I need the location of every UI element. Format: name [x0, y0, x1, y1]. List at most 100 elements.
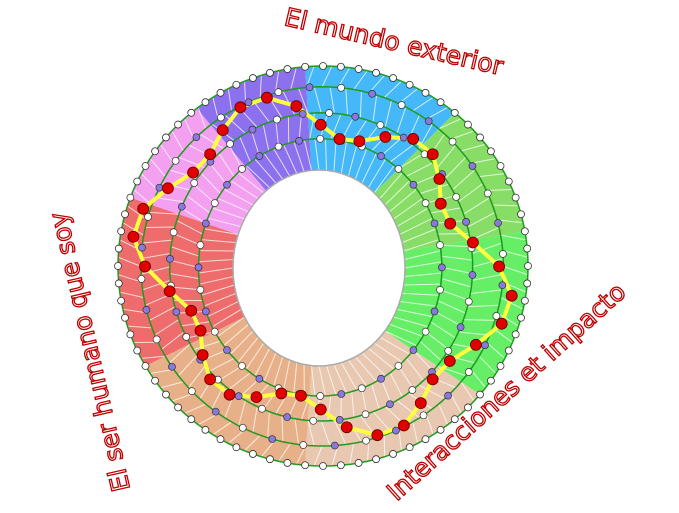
- mesh-line: [181, 207, 207, 224]
- outer-node: [248, 450, 257, 458]
- mesh-line: [263, 352, 277, 382]
- mesh-line: [228, 144, 243, 170]
- mesh-line: [228, 372, 251, 390]
- inner-node: [273, 115, 281, 124]
- outer-node: [496, 162, 505, 170]
- outer-node: [436, 98, 445, 107]
- mesh-line: [486, 341, 506, 359]
- mesh-line: [159, 143, 175, 164]
- mesh-line: [470, 369, 487, 389]
- mesh-line: [402, 292, 440, 296]
- outer-node: [354, 65, 363, 73]
- outer-node: [283, 459, 292, 467]
- outer-node: [487, 147, 495, 156]
- inner-node: [325, 109, 333, 117]
- path-node: [216, 124, 229, 137]
- outer-node: [389, 74, 398, 82]
- mesh-line: [502, 250, 528, 258]
- ring-line: [169, 112, 474, 422]
- inner-node: [166, 254, 174, 263]
- outer-node: [151, 147, 159, 156]
- mesh-line: [176, 220, 203, 235]
- inner-hole: [232, 169, 406, 367]
- inner-node: [392, 426, 400, 435]
- inner-node: [210, 199, 219, 207]
- path-node: [185, 304, 198, 317]
- mesh-line: [237, 336, 259, 363]
- outer-node: [476, 390, 484, 399]
- mesh-line: [211, 308, 242, 328]
- inner-node: [421, 327, 430, 336]
- outer-node: [523, 279, 532, 288]
- mesh-line: [478, 355, 497, 374]
- mesh-line: [333, 139, 337, 172]
- mesh-line: [460, 143, 486, 152]
- path-node: [333, 133, 346, 145]
- mesh-line: [254, 158, 277, 184]
- mesh-line: [149, 211, 179, 215]
- path-node: [433, 173, 446, 185]
- mesh-line: [171, 130, 184, 152]
- mesh-line: [425, 331, 450, 351]
- inner-node: [357, 384, 366, 393]
- path-node: [443, 355, 456, 367]
- path-node: [204, 373, 217, 386]
- path-node: [250, 391, 263, 404]
- inner-node: [456, 323, 465, 331]
- mesh-line: [204, 228, 239, 235]
- path-node: [194, 324, 207, 337]
- mesh-line: [199, 276, 234, 285]
- mesh-line: [184, 118, 195, 140]
- inner-node: [155, 183, 164, 192]
- outer-node: [504, 177, 513, 186]
- outer-node: [117, 296, 126, 305]
- mesh-line: [467, 211, 496, 228]
- mesh-line: [396, 399, 420, 419]
- outer-node: [117, 227, 126, 236]
- outer-node: [201, 425, 210, 434]
- mesh-line: [500, 234, 527, 241]
- mesh-line: [212, 97, 219, 120]
- outer-node: [517, 210, 525, 219]
- mesh-line: [458, 183, 484, 203]
- mesh-line: [252, 100, 270, 123]
- outer-node: [436, 425, 445, 434]
- outer-node: [517, 313, 525, 322]
- mesh-line: [150, 368, 174, 374]
- inner-node: [194, 263, 203, 272]
- path-node: [261, 91, 273, 104]
- path-node: [275, 387, 288, 400]
- inner-node: [499, 250, 507, 258]
- inner-node: [498, 281, 507, 290]
- inner-node: [335, 416, 344, 424]
- outer-node: [405, 443, 414, 452]
- inner-node: [386, 400, 394, 409]
- inner-node: [337, 390, 346, 398]
- mesh-line: [441, 278, 472, 288]
- mesh-line: [263, 153, 284, 180]
- path-node: [139, 260, 151, 273]
- inner-node: [452, 193, 460, 201]
- outer-node: [114, 279, 123, 288]
- outer-node: [511, 193, 520, 202]
- inner-node: [409, 346, 418, 354]
- outer-node: [266, 455, 274, 464]
- mesh-line: [217, 197, 249, 213]
- mesh-line: [217, 316, 245, 337]
- inner-node: [399, 133, 408, 142]
- mesh-line: [441, 255, 473, 261]
- mesh-line: [404, 250, 441, 260]
- outer-node: [187, 415, 196, 424]
- path-node: [353, 135, 366, 148]
- mesh-line: [283, 359, 291, 391]
- outer-node: [126, 193, 135, 202]
- outer-node: [216, 435, 225, 444]
- path-node: [371, 429, 384, 442]
- outer-node: [354, 459, 363, 467]
- outer-node: [232, 80, 241, 89]
- inner-node: [255, 152, 264, 160]
- path-node: [187, 166, 199, 179]
- inner-node: [394, 362, 403, 370]
- inner-node: [494, 219, 502, 227]
- mesh-line: [223, 323, 249, 347]
